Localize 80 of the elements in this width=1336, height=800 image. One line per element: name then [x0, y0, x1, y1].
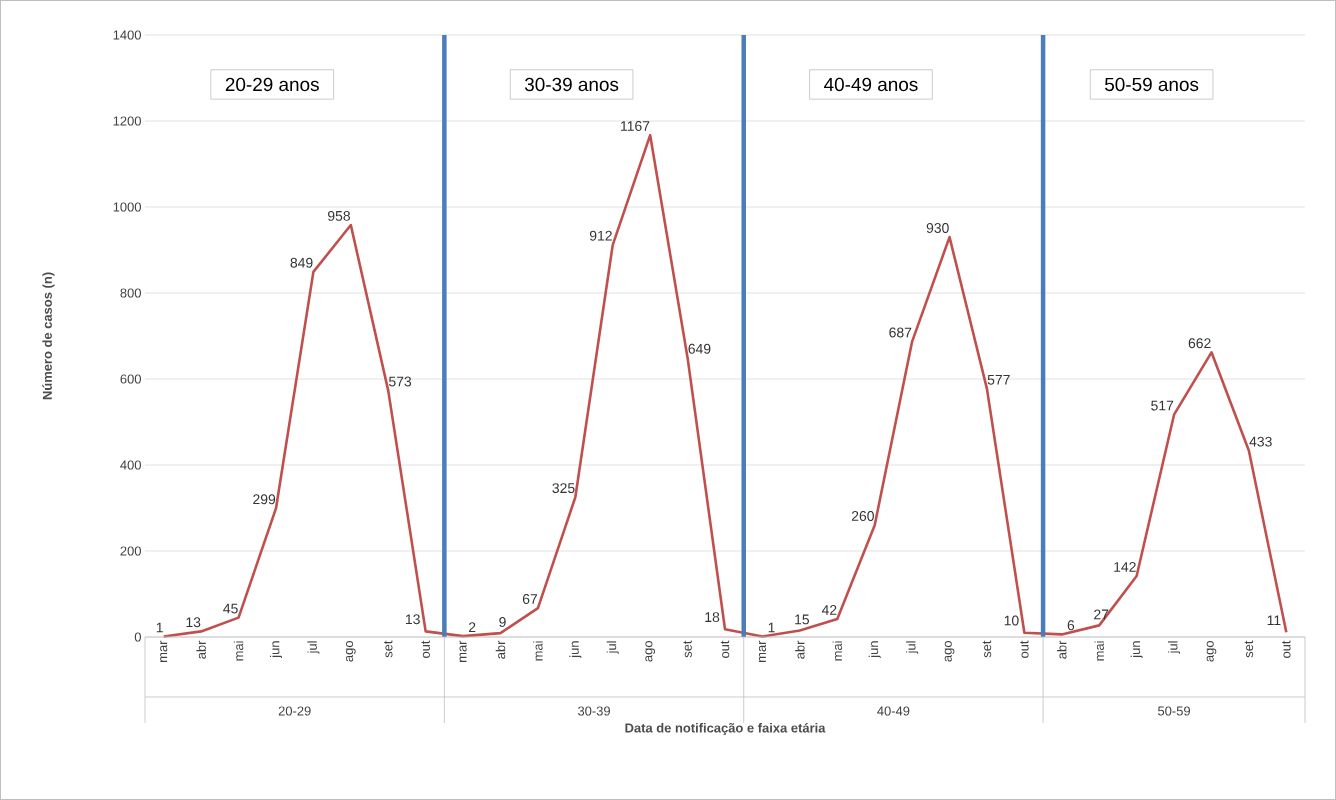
data-label: 67 [522, 594, 538, 604]
x-tick-label: set [1244, 640, 1254, 658]
x-axis-title: Data de notificação e faixa etária [625, 722, 826, 736]
x-tick-label: jun [569, 641, 582, 659]
data-label: 10 [1004, 615, 1019, 626]
x-tick-label: set [982, 640, 992, 658]
x-tick-label: ago [944, 641, 955, 662]
annotation: 40-49 anos [824, 77, 918, 92]
data-label: 849 [290, 257, 313, 268]
data-label: 260 [851, 511, 874, 521]
x-tick-label: mai [1094, 641, 1104, 661]
x-tick-label: set [683, 640, 692, 658]
x-tick-label: ago [645, 641, 655, 662]
line-series [162, 133, 1288, 638]
text: 50-59 [1158, 706, 1191, 716]
x-tick-label: mar [758, 640, 766, 662]
y-tick-label: 1400 [113, 30, 141, 40]
x-tick-label: jun [868, 641, 881, 659]
x-tick-label: mar [459, 640, 467, 662]
x-tick-label: ago [1206, 641, 1217, 662]
data-label: 687 [889, 327, 912, 338]
x-tick-label: mai [533, 641, 543, 661]
data-label: 42 [821, 604, 837, 615]
data-label: 1167 [621, 121, 650, 131]
y-tick-label: 1000 [113, 202, 141, 212]
text: 30-39 [577, 706, 610, 716]
x-tick-label: set [383, 640, 393, 658]
x-tick-label: out [720, 640, 730, 658]
y-tick-label: 0 [134, 632, 141, 642]
x-tick-label: ago [345, 641, 356, 662]
annotation: 50-59 anos [1105, 77, 1199, 92]
data-label: 2 [468, 622, 476, 632]
data-label: 45 [223, 603, 238, 614]
text: 20-29 [278, 706, 311, 716]
x-tick-label: jul [1168, 641, 1181, 654]
y-axis-title: Número de casos (n) [42, 272, 55, 400]
data-label: 433 [1249, 436, 1272, 447]
data-label: 912 [589, 230, 612, 241]
data-label: 573 [389, 376, 412, 387]
x-tick-label: jul [606, 641, 619, 654]
y-tick-label: 600 [120, 374, 141, 384]
data-label: 9 [499, 617, 506, 627]
x-tick-label: out [421, 640, 430, 658]
data-label: 15 [795, 614, 810, 625]
x-tick-label: out [1282, 640, 1291, 658]
data-label: 6 [1067, 620, 1075, 631]
x-tick-label: jul [906, 641, 919, 654]
data-label: 649 [688, 343, 711, 354]
data-label: 577 [987, 374, 1010, 385]
x-tick-label: out [1020, 640, 1029, 658]
data-label: 1 [768, 622, 775, 633]
data-label: 325 [552, 483, 575, 494]
x-tick-label: mai [832, 641, 843, 661]
data-label: 299 [253, 494, 276, 505]
data-label: 662 [1188, 338, 1211, 349]
data-label: 958 [328, 210, 351, 221]
y-tick-label: 1200 [113, 116, 141, 126]
text: 40-49 [877, 706, 910, 716]
y-tick-label: 800 [120, 288, 141, 298]
x-tick-label: mar [160, 640, 168, 662]
x-tick-label: jun [1130, 641, 1143, 659]
data-label: 517 [1151, 400, 1174, 411]
x-tick-label: abr [1057, 640, 1067, 659]
x-tick-label: abr [196, 640, 206, 659]
data-label: 13 [186, 617, 201, 628]
y-tick-label: 400 [120, 460, 141, 470]
data-label: 142 [1114, 561, 1136, 572]
x-tick-label: jul [307, 641, 320, 654]
x-tick-label: abr [795, 640, 805, 659]
data-label: 11 [1267, 615, 1281, 626]
x-tick-label: mai [233, 641, 244, 661]
annotation: 30-39 anos [524, 77, 619, 92]
data-label: 1 [156, 622, 163, 633]
x-tick-label: abr [495, 640, 506, 659]
x-tick-label: jun [269, 641, 283, 659]
y-tick-label: 200 [120, 546, 141, 556]
annotation: 20-29 anos [225, 77, 319, 92]
data-label: 18 [705, 612, 720, 623]
data-label: 13 [406, 614, 420, 625]
data-label: 930 [926, 223, 949, 233]
